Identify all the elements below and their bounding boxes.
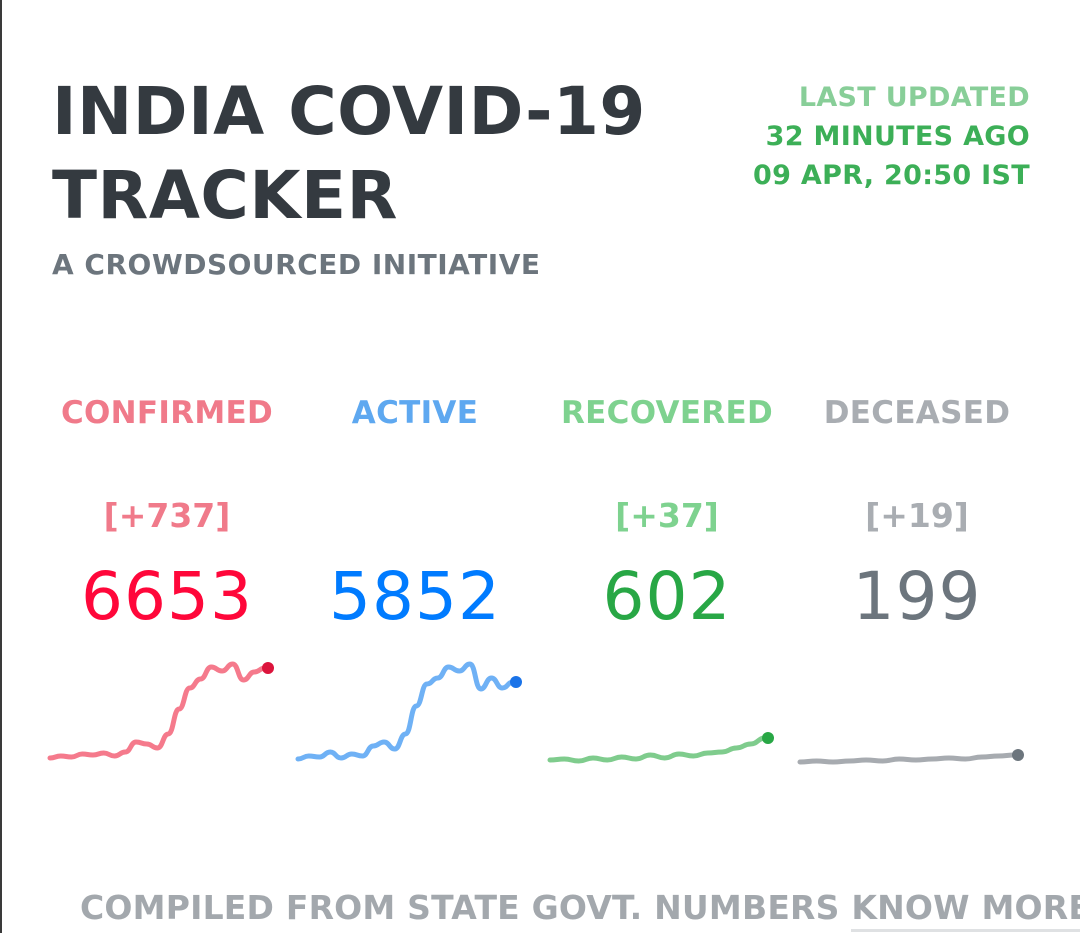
- footer: COMPILED FROM STATE GOVT. NUMBERS KNOW M…: [80, 888, 1080, 932]
- stat-deceased-count: 199: [852, 558, 982, 635]
- stat-confirmed-count: 6653: [81, 558, 253, 635]
- sparkline-end-dot: [510, 676, 522, 688]
- sparkline-path: [797, 752, 1018, 765]
- stats-panel: CONFIRMED [+737] 6653 ACTIVE 5852 RECOVE…: [42, 390, 1042, 810]
- last-updated-time: 09 APR, 20:50 IST: [753, 160, 1030, 191]
- stat-active-sparkline: [295, 661, 522, 762]
- sparkline-path: [47, 661, 268, 761]
- know-more-link[interactable]: KNOW MORE: [851, 888, 1080, 932]
- last-updated-label: LAST UPDATED: [798, 82, 1030, 113]
- stat-recovered-delta: [+37]: [615, 496, 719, 535]
- stat-confirmed-delta: [+737]: [103, 496, 231, 535]
- sparkline-end-dot: [762, 732, 774, 744]
- last-updated: LAST UPDATED 32 MINUTES AGO 09 APR, 20:5…: [753, 78, 1030, 195]
- stat-deceased-delta: [+19]: [865, 496, 969, 535]
- stat-active-count: 5852: [329, 558, 501, 635]
- page-title: INDIA COVID-19 TRACKER: [52, 70, 646, 238]
- stat-deceased-sparkline: [797, 749, 1024, 765]
- sparkline-end-dot: [262, 662, 274, 674]
- stat-recovered-label: RECOVERED: [561, 395, 773, 431]
- page-title-line1: INDIA COVID-19: [52, 73, 646, 150]
- page-title-line2: TRACKER: [52, 157, 398, 234]
- stat-confirmed-label: CONFIRMED: [60, 395, 274, 431]
- sparkline-path: [547, 735, 768, 764]
- sparkline-end-dot: [1012, 749, 1024, 761]
- stat-deceased-label: DECEASED: [823, 395, 1011, 431]
- page-subtitle: A CROWDSOURCED INITIATIVE: [52, 248, 541, 281]
- stat-active-label: ACTIVE: [351, 395, 479, 431]
- stat-confirmed-sparkline: [47, 661, 274, 761]
- sparkline-path: [295, 661, 516, 762]
- stat-recovered-count: 602: [602, 558, 732, 635]
- footer-compiled-text: COMPILED FROM STATE GOVT. NUMBERS: [80, 888, 840, 927]
- last-updated-ago: 32 MINUTES AGO: [765, 121, 1030, 152]
- stat-recovered-sparkline: [547, 732, 774, 764]
